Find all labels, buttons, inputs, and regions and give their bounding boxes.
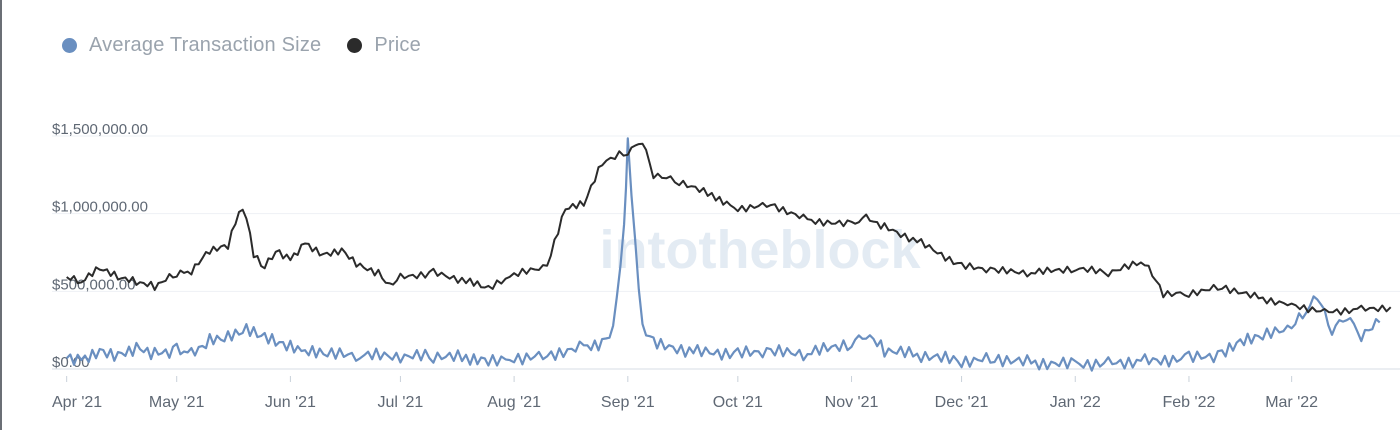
legend-item-average-transaction-size[interactable]: Average Transaction Size	[62, 34, 321, 57]
x-tick-label: Jun '21	[265, 394, 316, 411]
x-tick-label: Oct '21	[713, 394, 763, 411]
series-line-price	[66, 142, 1392, 316]
left-border	[0, 0, 2, 430]
blue-dot-icon	[62, 37, 77, 53]
black-dot-icon	[347, 37, 363, 53]
series-lines	[65, 137, 1392, 372]
gridlines	[52, 135, 1400, 370]
legend-label: Price	[374, 33, 421, 56]
x-tick-label: Dec '21	[935, 394, 989, 411]
legend-item-price[interactable]: Price	[347, 34, 421, 57]
x-tick-label: May '21	[149, 394, 205, 411]
y-axis-ticks: $0.00$500,000.00$1,000,000.00$1,500,000.…	[52, 121, 148, 371]
chart-legend: Average Transaction Size Price	[62, 30, 421, 60]
y-tick-label: $1,000,000.00	[52, 199, 148, 216]
x-tick-label: Feb '22	[1163, 394, 1216, 411]
y-tick-label: $1,500,000.00	[52, 121, 148, 138]
x-tick-label: Jan '22	[1050, 394, 1101, 411]
legend-label: Average Transaction Size	[89, 33, 322, 56]
x-tick-label: Sep '21	[601, 394, 655, 411]
x-tick-label: Mar '22	[1265, 394, 1318, 411]
x-axis-ticks: Apr '21 May '21 Jun '21 Jul '21 Aug '21 Sep '…	[52, 376, 1318, 411]
watermark: intotheblock	[600, 220, 922, 280]
y-tick-label: $500,000.00	[52, 276, 135, 293]
x-tick-label: Apr '21	[52, 394, 102, 411]
x-tick-label: Jul '21	[378, 394, 424, 411]
series-line-average-transaction-size	[65, 137, 1381, 372]
x-tick-label: Aug '21	[487, 394, 541, 411]
x-tick-label: Nov '21	[825, 394, 879, 411]
